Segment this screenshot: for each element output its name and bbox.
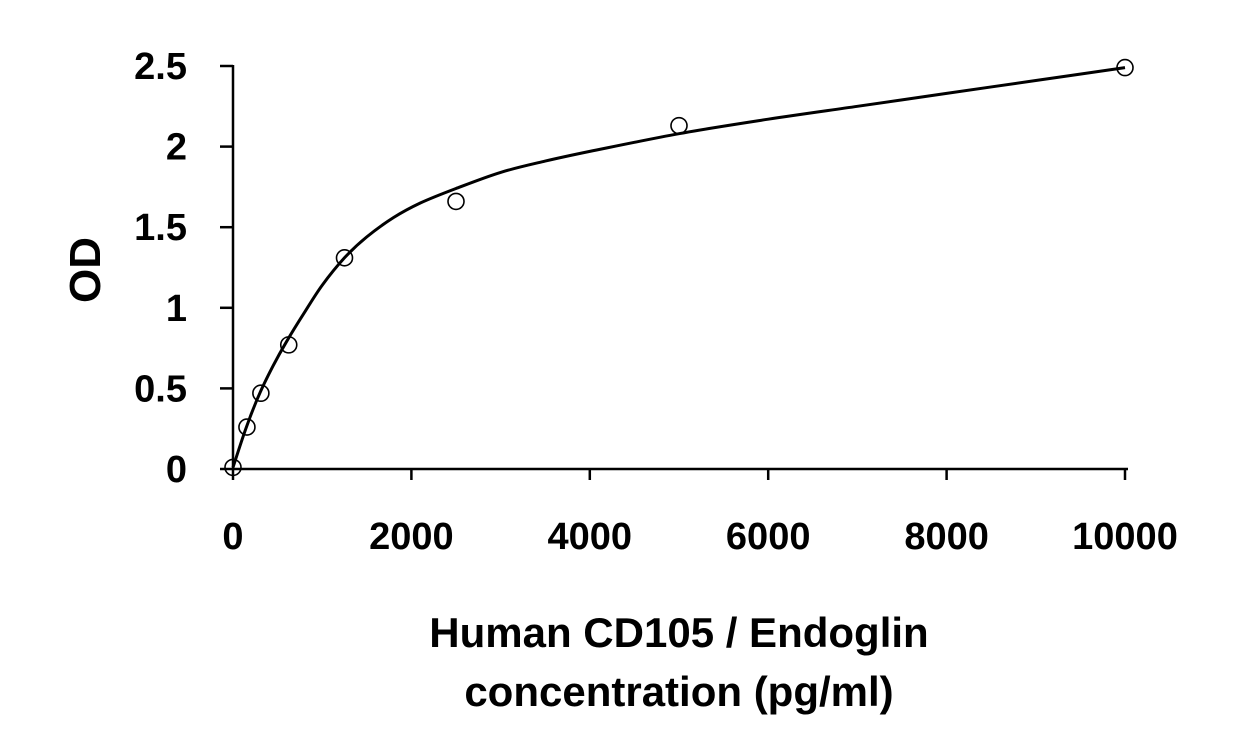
x-tick-label: 2000 bbox=[369, 516, 454, 558]
data-point bbox=[447, 192, 465, 211]
data-point bbox=[1116, 58, 1134, 77]
y-tick-label: 2 bbox=[166, 127, 187, 169]
fit-curve-layer bbox=[231, 66, 1126, 468]
data-point bbox=[224, 458, 242, 477]
data-point bbox=[279, 336, 298, 354]
data-point bbox=[335, 249, 354, 267]
y-tick-label: 1.5 bbox=[134, 207, 187, 249]
x-tick-label: 0 bbox=[222, 516, 243, 558]
x-tick-label: 4000 bbox=[548, 516, 633, 558]
y-tick-label: 0 bbox=[166, 449, 187, 491]
data-point bbox=[238, 418, 256, 436]
fit-curve-line bbox=[231, 66, 1126, 468]
y-tick-label: 1 bbox=[166, 288, 187, 330]
x-tick-label: 8000 bbox=[904, 516, 989, 558]
y-axis-ticks: 0 0.5 1 1.5 2 2.5 bbox=[134, 46, 233, 491]
data-point bbox=[252, 384, 270, 403]
x-tick-label: 6000 bbox=[726, 516, 811, 558]
x-tick-label: 10000 bbox=[1072, 516, 1178, 558]
x-axis-ticks: 0 2000 4000 6000 8000 10000 bbox=[222, 469, 1178, 558]
x-axis-label-line-1: Human CD105 / Endoglin bbox=[429, 609, 928, 656]
axes bbox=[231, 65, 1128, 471]
y-axis-label: OD bbox=[61, 237, 110, 303]
data-points-layer bbox=[224, 58, 1134, 477]
y-tick-label: 0.5 bbox=[134, 368, 187, 410]
x-axis-label-line-2: concentration (pg/ml) bbox=[464, 668, 893, 715]
y-tick-label: 2.5 bbox=[134, 46, 187, 88]
data-point bbox=[670, 116, 688, 135]
